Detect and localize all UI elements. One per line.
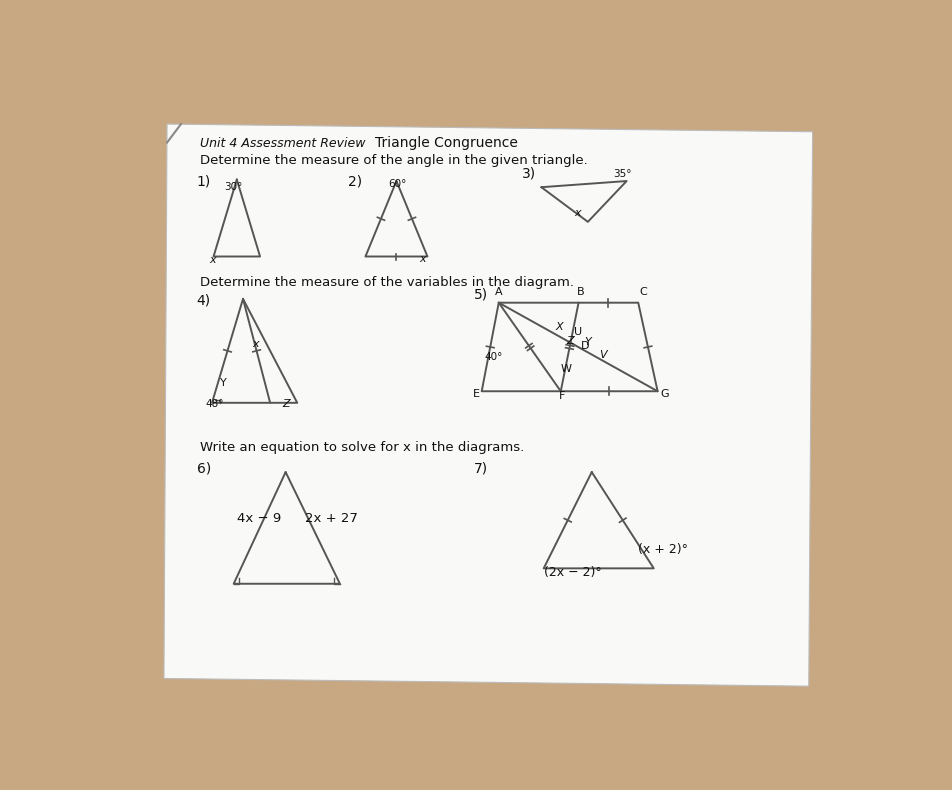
- Text: G: G: [661, 389, 669, 400]
- Text: x: x: [252, 340, 259, 349]
- Text: X: X: [555, 322, 563, 333]
- Polygon shape: [164, 124, 813, 687]
- Text: Y: Y: [584, 337, 591, 347]
- Text: C: C: [640, 287, 647, 297]
- Text: F: F: [559, 391, 565, 401]
- Text: 5): 5): [474, 288, 488, 302]
- Text: Determine the measure of the angle in the given triangle.: Determine the measure of the angle in th…: [200, 154, 588, 167]
- Text: 48°: 48°: [206, 400, 225, 409]
- Text: B: B: [577, 287, 585, 297]
- Text: V: V: [600, 350, 607, 360]
- Text: 2x + 27: 2x + 27: [305, 512, 358, 525]
- Text: (x + 2)°: (x + 2)°: [638, 543, 688, 556]
- Text: Write an equation to solve for x in the diagrams.: Write an equation to solve for x in the …: [200, 441, 525, 453]
- Text: E: E: [472, 389, 480, 400]
- Text: Y: Y: [220, 378, 227, 388]
- Text: 3): 3): [522, 167, 536, 181]
- Text: 2): 2): [347, 175, 362, 189]
- Text: Unit 4 Assessment Review: Unit 4 Assessment Review: [200, 137, 366, 150]
- Text: 1): 1): [196, 175, 210, 189]
- Text: 60°: 60°: [387, 179, 407, 189]
- Text: 7): 7): [474, 461, 488, 475]
- Text: 4): 4): [196, 293, 210, 307]
- Text: 6): 6): [196, 461, 210, 475]
- Text: 4x − 9: 4x − 9: [237, 512, 281, 525]
- Text: (2x − 2)°: (2x − 2)°: [544, 566, 602, 579]
- Text: A: A: [495, 287, 503, 297]
- Text: 40°: 40°: [485, 352, 504, 363]
- Text: D: D: [582, 340, 590, 351]
- Text: x: x: [575, 208, 582, 218]
- Text: 35°: 35°: [613, 169, 632, 179]
- Text: 30°: 30°: [225, 182, 243, 192]
- Text: Determine the measure of the variables in the diagram.: Determine the measure of the variables i…: [200, 276, 574, 289]
- Text: U: U: [574, 327, 582, 337]
- Text: Z: Z: [282, 400, 289, 409]
- Text: W: W: [561, 364, 572, 374]
- Text: Z: Z: [565, 337, 573, 346]
- Text: x: x: [420, 254, 426, 264]
- Text: Triangle Congruence: Triangle Congruence: [375, 136, 518, 150]
- Text: x: x: [209, 254, 216, 265]
